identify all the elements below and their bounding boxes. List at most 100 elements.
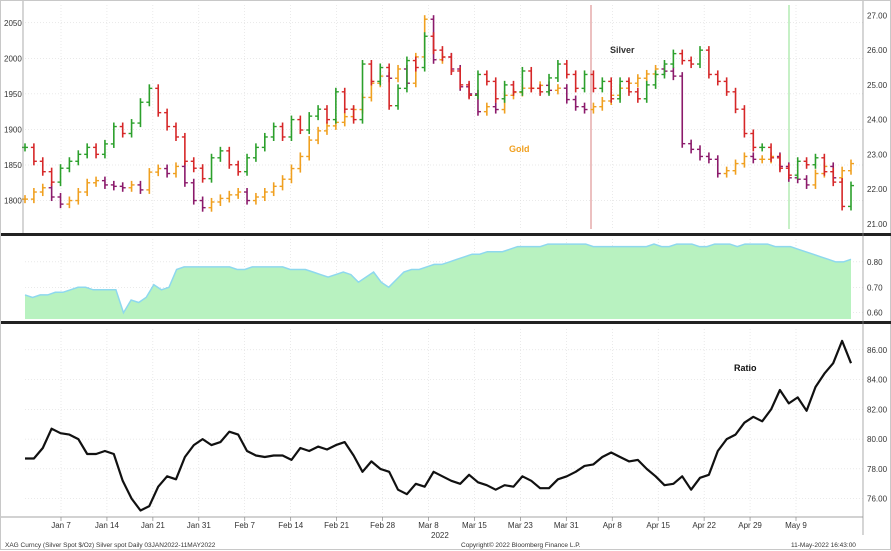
gold-bar: [137, 180, 144, 194]
gold-bar: [101, 176, 108, 189]
silver-bar: [643, 80, 650, 103]
silver-bar: [341, 87, 348, 114]
left-tick-label: 2000: [4, 54, 22, 63]
ratio-annotation: Ratio: [734, 363, 757, 373]
silver-bar: [732, 87, 739, 114]
left-tick-label: 1800: [4, 197, 22, 206]
silver-bar: [172, 122, 179, 142]
gold-bar: [235, 187, 242, 199]
x-tick-label: Apr 8: [603, 521, 623, 530]
silver-bar: [146, 84, 153, 107]
silver-bar: [332, 87, 339, 124]
right-tick-label: 25.00: [867, 81, 888, 90]
silver-bar: [252, 143, 259, 162]
gold-bar: [572, 95, 579, 111]
silver-bar: [22, 143, 28, 152]
silver-annotation: Silver: [610, 45, 635, 55]
footer-left: XAG Curncy (Silver Spot $/Oz) Silver spo…: [5, 542, 216, 549]
silver-bar: [679, 49, 686, 65]
x-tick-label: Feb 28: [370, 521, 395, 530]
gold-annotation: Gold: [509, 144, 530, 154]
silver-bar: [93, 143, 100, 159]
silver-bar: [768, 143, 775, 162]
gold-bar: [57, 192, 64, 209]
gold-bar: [688, 139, 695, 154]
gold-bar: [119, 182, 126, 192]
x-tick-label: Apr 22: [692, 521, 716, 530]
silver-bar: [848, 181, 854, 211]
right-tick-label: 86.00: [867, 346, 888, 355]
silver-bar: [395, 84, 402, 110]
silver-bar: [412, 56, 419, 72]
gold-bar: [190, 178, 197, 205]
right-tick-label: 80.00: [867, 435, 888, 444]
silver-bar: [448, 53, 455, 76]
silver-bar: [537, 84, 544, 96]
footer-center: Copyright© 2022 Bloomberg Finance L.P.: [461, 541, 581, 549]
gold-bar: [48, 183, 55, 202]
silver-bar: [812, 153, 819, 169]
gold-bar: [679, 72, 686, 148]
silver-bar: [279, 122, 286, 142]
silver-bar: [199, 164, 206, 183]
right-tick-label: 76.00: [867, 495, 888, 504]
gold-bar: [395, 64, 402, 83]
silver-bar: [421, 32, 428, 72]
silver-bar: [359, 60, 366, 124]
left-tick-label: 1850: [4, 161, 22, 170]
gold-bar: [208, 197, 215, 212]
silver-bar: [776, 153, 783, 173]
gold-bar: [483, 102, 490, 116]
silver-bar: [244, 153, 251, 176]
silver-bar: [661, 60, 668, 79]
right-tick-label: 22.00: [867, 185, 888, 194]
silver-bar: [554, 60, 561, 82]
silver-bar: [510, 80, 517, 96]
silver-bar: [155, 84, 162, 117]
gold-bar: [30, 187, 37, 204]
silver-bar: [572, 70, 579, 93]
gold-bar: [714, 155, 721, 178]
silver-bar: [306, 112, 313, 135]
left-tick-label: 2050: [4, 19, 22, 28]
silver-bar: [110, 122, 117, 148]
gold-bar: [66, 196, 73, 209]
silver-bar: [119, 122, 126, 138]
silver-bar: [261, 132, 268, 152]
gold-bar: [750, 152, 757, 164]
gold-bar: [244, 187, 251, 205]
silver-bar: [785, 164, 792, 180]
silver-bar: [741, 105, 748, 138]
silver-bar: [803, 157, 810, 169]
marks-layer: [22, 5, 854, 512]
silver-bar: [297, 115, 304, 135]
silver-bar: [457, 66, 464, 89]
silver-bar: [217, 146, 224, 162]
silver-bar: [581, 70, 588, 93]
silver-bar: [563, 60, 570, 79]
x-tick-label: Jan 14: [95, 521, 120, 530]
gold-bar: [848, 159, 854, 175]
silver-bar: [30, 143, 37, 166]
silver-bar: [181, 132, 188, 166]
gold-bar: [39, 183, 46, 197]
gold-bar: [226, 190, 233, 203]
x-tick-label: Apr 15: [646, 521, 670, 530]
x-tick-label: Jan 7: [51, 521, 71, 530]
silver-bar: [652, 70, 659, 89]
x-tick-label: Mar 15: [462, 521, 487, 530]
panel-divider-top: [1, 233, 891, 236]
gold-bar: [599, 96, 606, 111]
silver-bar: [839, 178, 846, 211]
silver-bar: [66, 157, 73, 173]
silver-bar: [519, 66, 526, 96]
silver-bar: [84, 143, 91, 159]
silver-bar: [608, 77, 615, 103]
silver-bar: [474, 70, 481, 100]
gold-bar: [741, 152, 748, 168]
right-tick-label: 23.00: [867, 150, 888, 159]
gold-bar: [723, 166, 730, 178]
silver-bar: [794, 157, 801, 180]
silver-bar: [270, 122, 277, 142]
